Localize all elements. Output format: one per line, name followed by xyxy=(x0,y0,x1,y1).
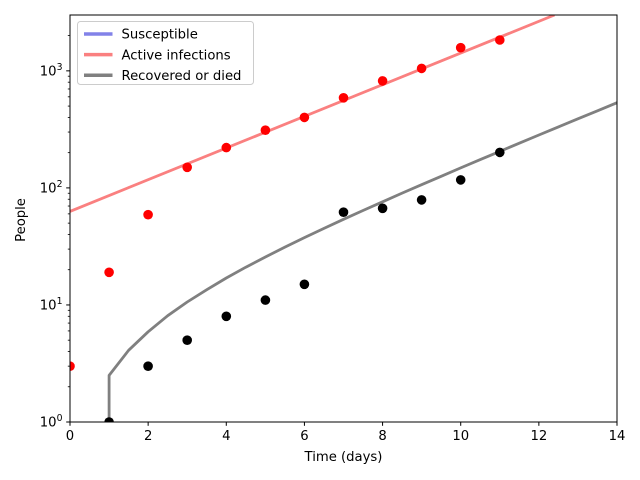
active-infections-observed-point xyxy=(260,125,271,135)
x-tick-label: 8 xyxy=(378,429,386,444)
active-infections-model-line xyxy=(70,15,556,213)
active-infections-observed-point xyxy=(104,267,114,278)
recovered-observed-point xyxy=(143,361,153,372)
recovered-observed-point xyxy=(299,279,310,290)
y-axis-label: People xyxy=(14,198,29,242)
y-tick-label: 103 xyxy=(40,62,63,80)
recovered-observed-point xyxy=(221,311,232,322)
recovered-observed-point xyxy=(338,207,349,217)
recovered-observed-point xyxy=(495,147,505,158)
active-infections-observed-point xyxy=(416,63,427,74)
recovered-observed-point xyxy=(104,417,114,422)
x-tick-label: 0 xyxy=(66,429,74,444)
legend-box xyxy=(77,21,254,85)
x-tick-label: 4 xyxy=(222,429,230,444)
active-infections-observed-point xyxy=(299,112,310,123)
axes-frame xyxy=(69,14,618,423)
x-tick-label: 2 xyxy=(144,429,152,444)
active-infections-observed-point xyxy=(377,76,388,86)
x-tick-label: 12 xyxy=(530,429,547,444)
legend-label-0: Susceptible xyxy=(122,28,198,43)
recovered-observed-point xyxy=(260,295,271,305)
recovered-observed-point xyxy=(416,195,427,205)
active-infections-observed-point xyxy=(182,162,192,173)
legend-label-1: Active infections xyxy=(122,48,231,63)
recovered-observed-point xyxy=(455,175,466,185)
active-infections-observed-point xyxy=(455,42,466,53)
recovered-observed-point xyxy=(377,203,388,214)
y-tick-label: 100 xyxy=(40,413,63,431)
x-axis-label: Time (days) xyxy=(304,450,383,465)
active-infections-observed-point xyxy=(221,142,232,153)
x-tick-label: 10 xyxy=(452,429,469,444)
active-infections-observed-point xyxy=(70,361,75,371)
legend: Susceptible Active infections Recovered or… xyxy=(77,21,254,85)
recovered-observed-point xyxy=(182,335,192,346)
y-tick-label: 102 xyxy=(40,179,63,197)
recovered-model-line xyxy=(107,101,617,422)
active-infections-observed-point xyxy=(143,209,153,220)
active-infections-observed-point xyxy=(495,35,505,45)
x-tick-label: 6 xyxy=(300,429,308,444)
legend-label-2: Recovered or died xyxy=(122,69,242,84)
active-infections-observed-point xyxy=(338,93,349,103)
y-tick-label: 101 xyxy=(40,296,63,314)
series-layer xyxy=(70,15,617,422)
x-tick-label: 14 xyxy=(609,429,626,444)
